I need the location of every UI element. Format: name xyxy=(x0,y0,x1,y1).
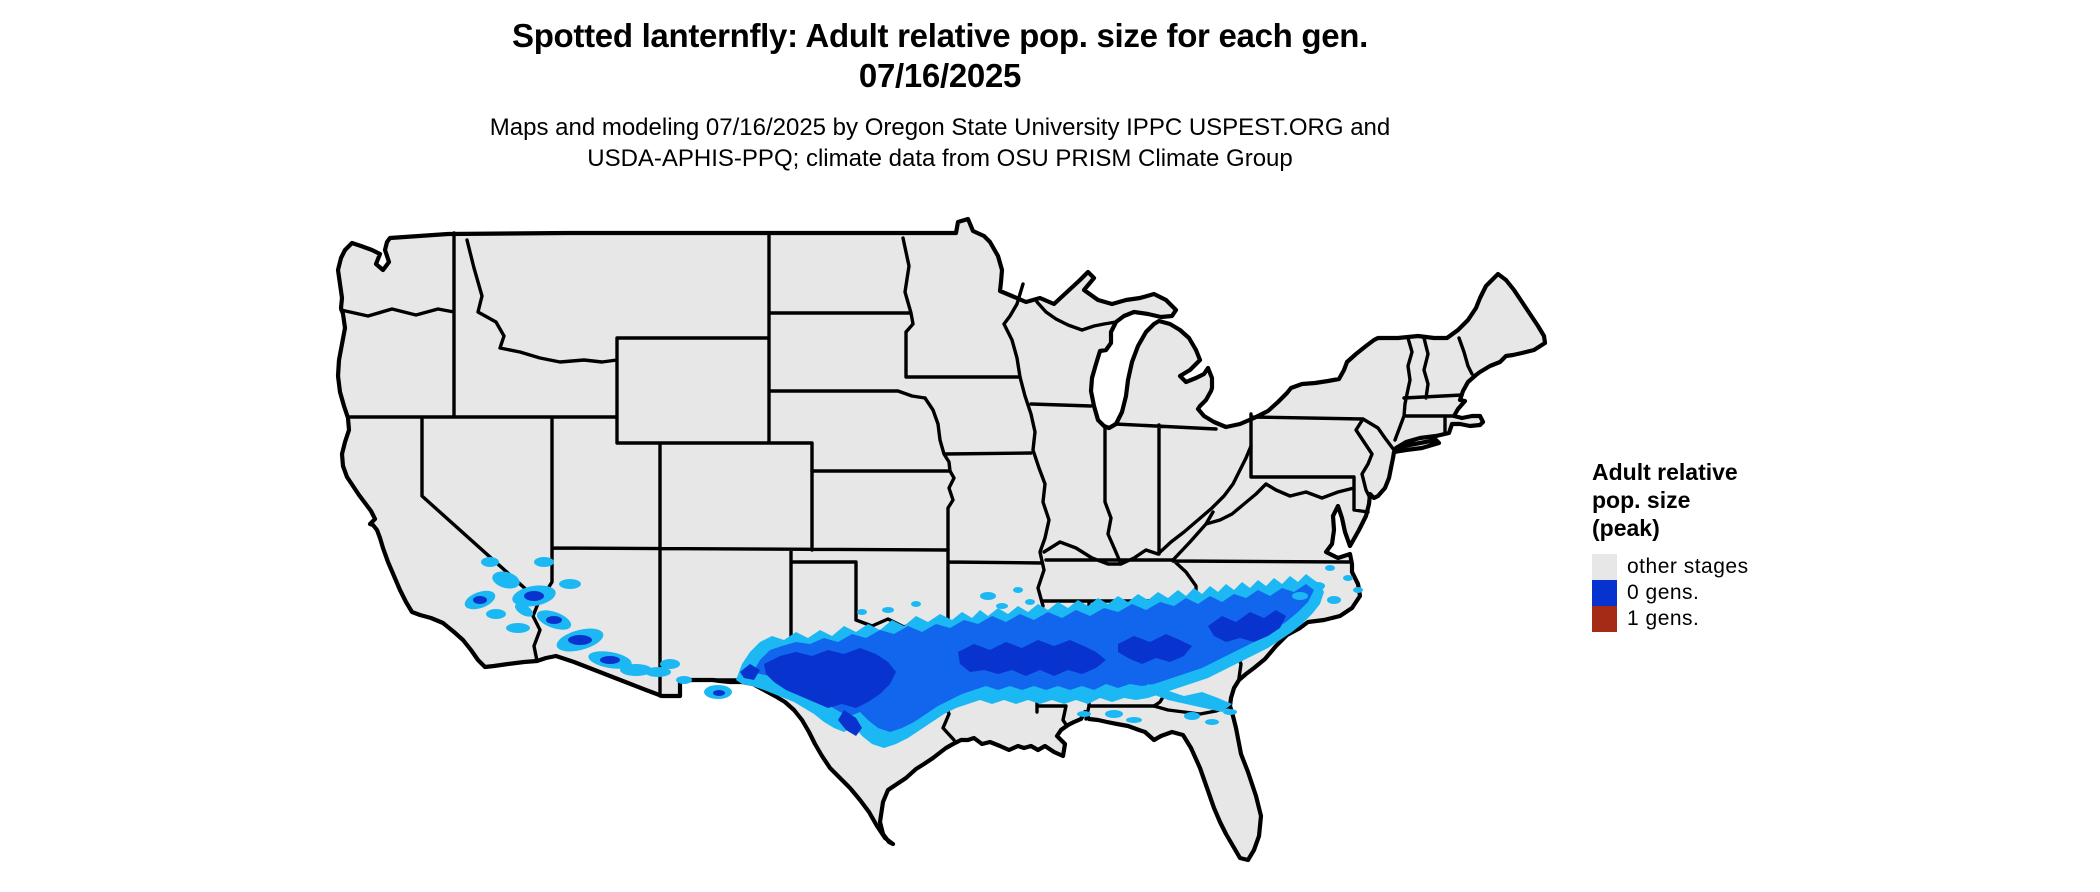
legend-swatch-other-stages-icon xyxy=(1592,554,1617,580)
figure-subtitle-line1: Maps and modeling 07/16/2025 by Oregon S… xyxy=(489,114,1391,141)
population-band-layer xyxy=(464,557,1363,748)
us-outline xyxy=(335,216,1548,863)
figure-subtitle: Maps and modeling 07/16/2025 by Oregon S… xyxy=(270,112,1610,174)
map-legend: Adult relative pop. size (peak) other st… xyxy=(1592,458,2012,632)
us-map xyxy=(335,216,1548,863)
legend-label-1-gens: 1 gens. xyxy=(1627,607,1700,630)
legend-swatch-0-gens-icon xyxy=(1592,580,1617,606)
legend-title-line3: (peak) xyxy=(1592,515,1660,541)
band-core-gulf xyxy=(958,640,1106,676)
band-core-georgia xyxy=(1118,634,1192,664)
legend-label-other-stages: other stages xyxy=(1627,555,1749,578)
legend-swatch-1-gens-icon xyxy=(1592,606,1617,632)
band-core-carolinas xyxy=(1208,610,1286,642)
legend-item-other-stages: other stages xyxy=(1592,554,2012,580)
outlying-specks xyxy=(857,565,1363,725)
legend-item-0-gens: 0 gens. xyxy=(1592,580,2012,606)
legend-title: Adult relative pop. size (peak) xyxy=(1592,458,2012,542)
band-south-georgia-florida xyxy=(1144,684,1232,712)
legend-label-0-gens: 0 gens. xyxy=(1627,581,1700,604)
legend-item-1-gens: 1 gens. xyxy=(1592,606,2012,632)
figure-title-date: 07/16/2025 xyxy=(858,57,1022,94)
southwest-patches-dark xyxy=(473,591,725,696)
band-core-texas xyxy=(740,648,896,736)
legend-title-line1: Adult relative xyxy=(1592,459,1738,485)
figure-header: Spotted lanternfly: Adult relative pop. … xyxy=(270,16,1610,174)
figure-title: Spotted lanternfly: Adult relative pop. … xyxy=(511,17,1368,54)
figure-subtitle-line2: USDA-APHIS-PPQ; climate data from OSU PR… xyxy=(587,145,1293,172)
legend-title-line2: pop. size xyxy=(1592,487,1691,513)
